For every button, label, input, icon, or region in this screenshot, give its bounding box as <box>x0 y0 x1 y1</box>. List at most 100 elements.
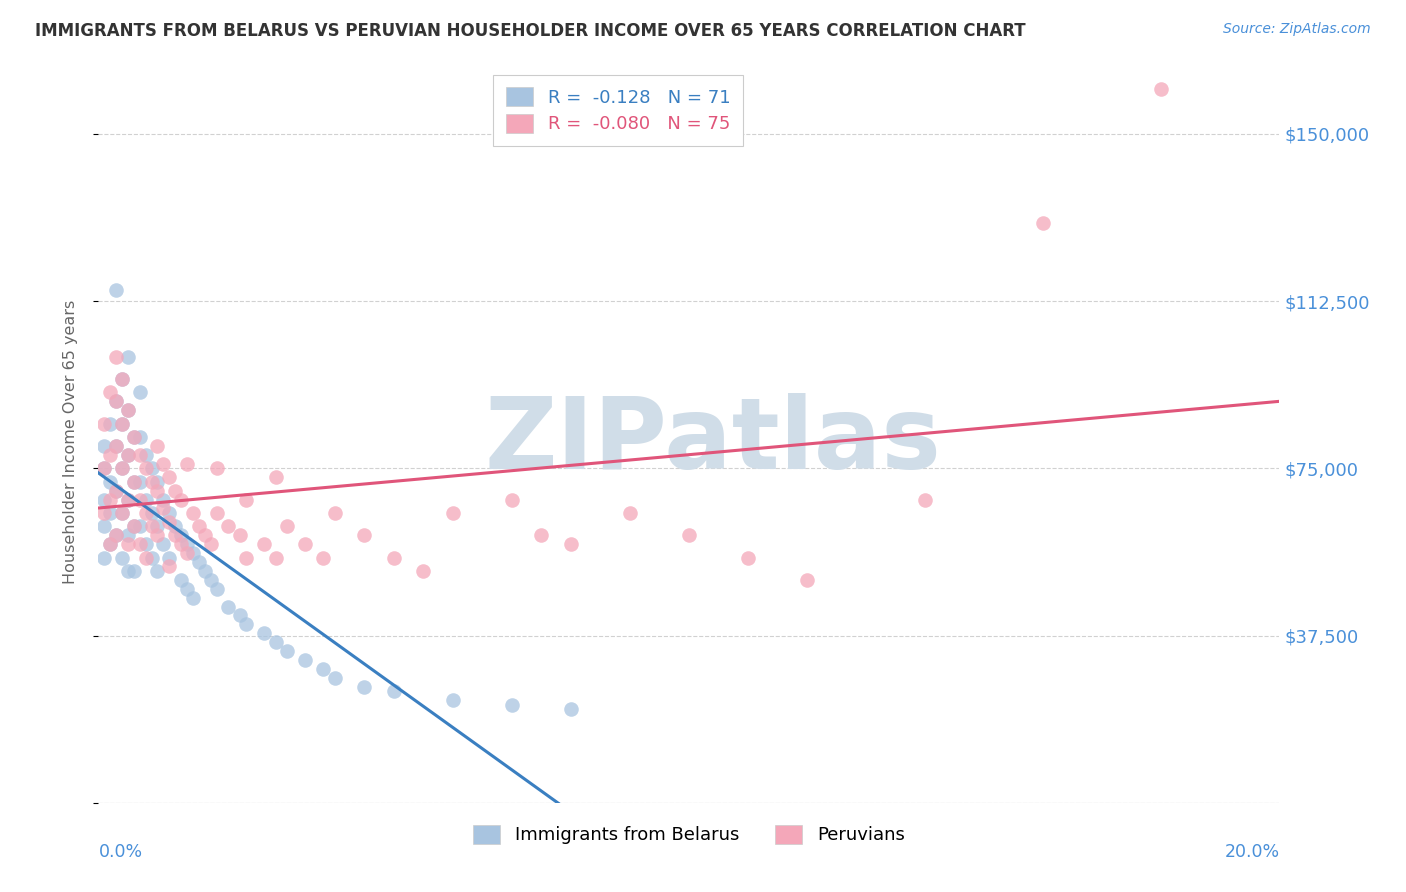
Point <box>157 470 180 484</box>
Point <box>117 528 139 542</box>
Point <box>146 528 169 542</box>
Point <box>128 492 150 507</box>
Point <box>200 573 222 587</box>
Point <box>205 506 228 520</box>
Point <box>105 394 128 409</box>
Text: ZIPatlas: ZIPatlas <box>484 393 941 490</box>
Point <box>117 492 139 507</box>
Point <box>152 537 174 551</box>
Point <box>105 483 128 498</box>
Point <box>157 515 180 529</box>
Point <box>111 461 134 475</box>
Point <box>441 506 464 520</box>
Point <box>105 483 128 498</box>
Point <box>111 550 134 565</box>
Point <box>170 537 193 551</box>
Point <box>157 506 180 520</box>
Point <box>117 448 139 462</box>
Point <box>105 528 128 542</box>
Point <box>194 528 217 542</box>
Point <box>141 506 163 520</box>
Point <box>200 537 222 551</box>
Point <box>165 519 187 533</box>
Point <box>323 506 346 520</box>
Y-axis label: Householder Income Over 65 years: Householder Income Over 65 years <box>63 300 77 583</box>
Point <box>176 457 198 471</box>
Point <box>135 461 157 475</box>
Point <box>181 546 204 560</box>
Point <box>152 501 174 516</box>
Point <box>93 550 115 565</box>
Point <box>117 403 139 417</box>
Point <box>105 283 128 297</box>
Point <box>157 559 180 574</box>
Point <box>128 448 150 462</box>
Point <box>98 537 121 551</box>
Point <box>111 506 134 520</box>
Point <box>117 448 139 462</box>
Point <box>117 403 139 417</box>
Point <box>353 680 375 694</box>
Point <box>93 506 115 520</box>
Point <box>93 492 115 507</box>
Point <box>382 684 405 698</box>
Point <box>111 372 134 386</box>
Text: 0.0%: 0.0% <box>98 843 142 861</box>
Point <box>441 693 464 707</box>
Text: Source: ZipAtlas.com: Source: ZipAtlas.com <box>1223 22 1371 37</box>
Point <box>122 564 145 578</box>
Point <box>678 528 700 542</box>
Point <box>93 417 115 431</box>
Point <box>105 528 128 542</box>
Point <box>560 537 582 551</box>
Point <box>146 483 169 498</box>
Point <box>135 506 157 520</box>
Point <box>205 582 228 596</box>
Point <box>205 461 228 475</box>
Point <box>737 550 759 565</box>
Point <box>176 537 198 551</box>
Point <box>146 564 169 578</box>
Point <box>170 573 193 587</box>
Point <box>122 430 145 444</box>
Point <box>165 528 187 542</box>
Point <box>530 528 553 542</box>
Point <box>141 550 163 565</box>
Point <box>382 550 405 565</box>
Point <box>128 537 150 551</box>
Point <box>152 492 174 507</box>
Point <box>105 394 128 409</box>
Point <box>98 448 121 462</box>
Point <box>98 537 121 551</box>
Point <box>157 550 180 565</box>
Point <box>135 448 157 462</box>
Point <box>264 470 287 484</box>
Point <box>181 591 204 605</box>
Point <box>122 475 145 489</box>
Point <box>501 492 523 507</box>
Point <box>170 492 193 507</box>
Point <box>229 608 252 623</box>
Point <box>93 439 115 453</box>
Point <box>619 506 641 520</box>
Point <box>294 537 316 551</box>
Point <box>128 475 150 489</box>
Point <box>146 475 169 489</box>
Point <box>111 372 134 386</box>
Point <box>170 528 193 542</box>
Point <box>235 550 257 565</box>
Point <box>146 439 169 453</box>
Point <box>111 506 134 520</box>
Point <box>217 519 239 533</box>
Text: IMMIGRANTS FROM BELARUS VS PERUVIAN HOUSEHOLDER INCOME OVER 65 YEARS CORRELATION: IMMIGRANTS FROM BELARUS VS PERUVIAN HOUS… <box>35 22 1026 40</box>
Point <box>122 519 145 533</box>
Point <box>117 564 139 578</box>
Point <box>217 599 239 614</box>
Point <box>98 385 121 400</box>
Point <box>235 617 257 632</box>
Point <box>176 582 198 596</box>
Point <box>98 492 121 507</box>
Point <box>1150 82 1173 96</box>
Point <box>323 671 346 685</box>
Point <box>128 385 150 400</box>
